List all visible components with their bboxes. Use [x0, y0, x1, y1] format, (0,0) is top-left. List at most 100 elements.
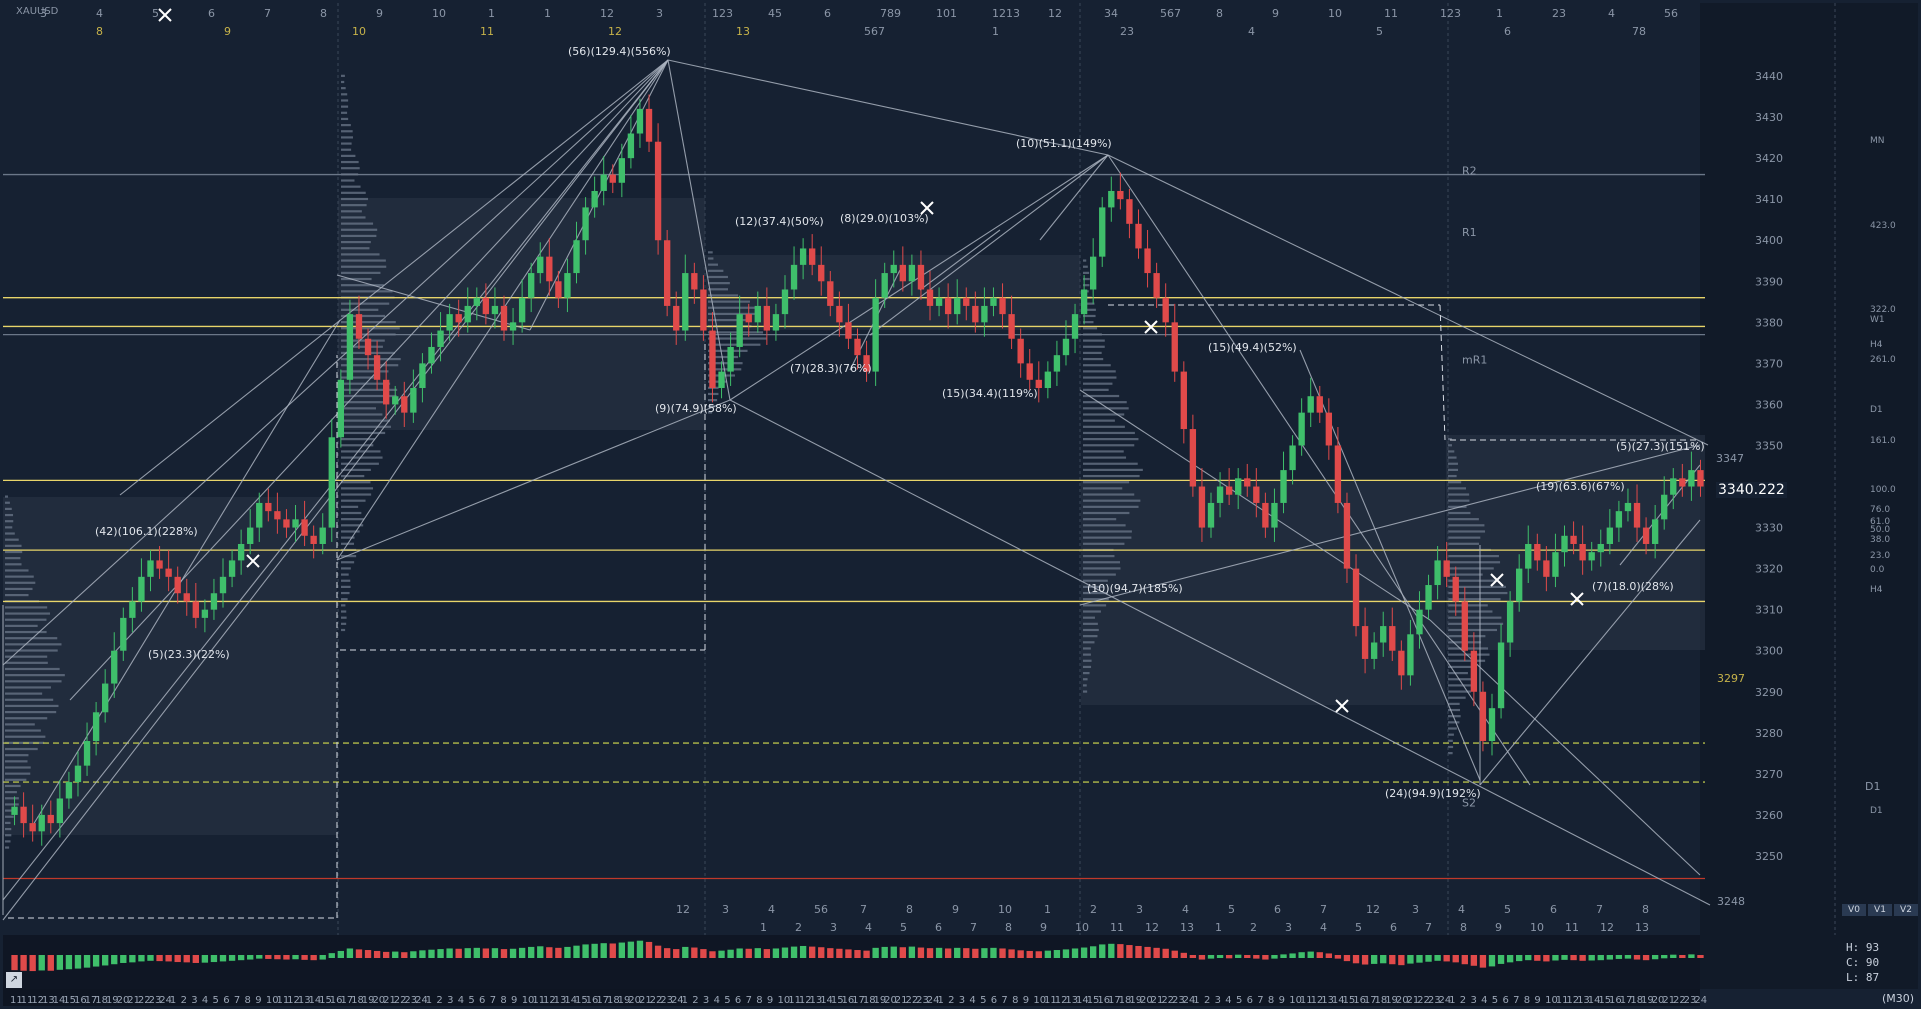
time-tick: 22 [905, 995, 918, 1006]
time-tick: 18 [95, 995, 108, 1006]
profile-bar [708, 306, 758, 309]
v0-button[interactable]: V0 [1842, 904, 1866, 916]
profile-bar [1448, 524, 1485, 527]
count-top: 789 [880, 7, 901, 20]
profile-bar [5, 606, 48, 609]
count-top-2: 4 [1248, 25, 1255, 38]
time-tick: 17 [340, 995, 353, 1006]
candle-body [328, 437, 335, 528]
count-top-2: 12 [608, 25, 622, 38]
count-bottom: 12 [1366, 903, 1380, 916]
profile-bar [1083, 628, 1099, 632]
osc-bar [455, 948, 462, 958]
count-top-2: 9 [224, 25, 231, 38]
osc-bar [265, 955, 272, 959]
time-tick: 24 [1438, 995, 1451, 1006]
osc-bar [120, 955, 127, 963]
candle-body [138, 576, 145, 602]
count-bottom-2: 1 [1215, 921, 1222, 934]
candle-body [473, 297, 480, 306]
trend-line [1079, 444, 1701, 606]
osc-bar [1117, 944, 1124, 958]
profile-bar [708, 282, 730, 285]
osc-bar [981, 948, 988, 958]
profile-bar [1083, 635, 1098, 638]
profile-bar [1083, 567, 1121, 570]
osc-bar [799, 945, 807, 958]
osc-bar [1280, 954, 1287, 958]
osc-bar [1225, 955, 1233, 959]
osc-bar [29, 955, 36, 972]
profile-bar [1448, 493, 1470, 496]
osc-bar [437, 949, 444, 958]
v2-button[interactable]: V2 [1894, 904, 1918, 916]
osc-bar [1633, 955, 1641, 960]
osc-bar [509, 948, 517, 958]
osc-bar [899, 947, 906, 958]
time-tick: 6 [1247, 995, 1253, 1006]
osc-bar [419, 950, 426, 958]
count-bottom: 7 [1596, 903, 1603, 916]
candle-body [1688, 470, 1695, 487]
osc-bar [446, 948, 453, 958]
profile-bar [1083, 524, 1126, 527]
time-tick: 18 [1630, 995, 1643, 1006]
osc-bar [990, 947, 997, 958]
candle-body [283, 519, 290, 528]
candle-body [673, 305, 680, 331]
osc-bar [1253, 955, 1260, 959]
profile-bar [5, 772, 31, 775]
time-tick: 5 [980, 995, 986, 1006]
time-tick: 10 [522, 995, 535, 1006]
price-tick: 3320 [1755, 563, 1783, 576]
profile-bar [1448, 511, 1471, 515]
corner-toggle-button[interactable]: ↗ [6, 972, 22, 988]
time-tick: 17 [1620, 995, 1633, 1006]
time-tick: 14 [1332, 995, 1345, 1006]
profile-bar [5, 655, 48, 658]
profile-bar [1448, 702, 1460, 705]
profile-bar [1448, 671, 1468, 675]
osc-bar [165, 955, 172, 962]
profile-bar [1083, 659, 1092, 662]
price-axis-ticks: 3250 3260 3270 3280 3290 3300 3310 3320 3330 3340… [1462, 70, 1896, 908]
time-tick: 7 [1513, 995, 1519, 1006]
profile-bar [341, 530, 360, 533]
candle-body [491, 305, 499, 315]
time-tick: 19 [1129, 995, 1142, 1006]
candle-body [972, 305, 979, 323]
osc-bar [491, 948, 499, 958]
profile-bar [1448, 450, 1455, 453]
candle-body [437, 330, 444, 347]
osc-bar [1325, 953, 1333, 958]
candle-body [1071, 314, 1079, 339]
profile-bar [5, 587, 33, 591]
time-tick: 10 [1033, 995, 1046, 1006]
time-tick: 2 [948, 995, 954, 1006]
profile-bar [1448, 721, 1460, 724]
v1-button[interactable]: V1 [1868, 904, 1892, 916]
osc-bar [573, 945, 580, 958]
osc-bar [1343, 955, 1351, 962]
count-top: 56 [1664, 7, 1678, 20]
profile-bar [1083, 653, 1091, 656]
candle-body [1434, 560, 1441, 586]
profile-bar [1083, 511, 1130, 515]
osc-bar [228, 955, 236, 961]
profile-bar [1448, 616, 1502, 619]
time-tick: 11 [10, 995, 23, 1006]
time-tick: 9 [1023, 995, 1029, 1006]
osc-bar [935, 947, 943, 958]
fib-label: 23.0 [1870, 551, 1890, 561]
count-bottom-2: 9 [1040, 921, 1047, 934]
fib-label: 76.0 [1870, 505, 1890, 515]
trend-line [336, 274, 531, 331]
trend-line [919, 229, 1001, 291]
time-tick: 20 [628, 995, 641, 1006]
profile-bar [5, 797, 19, 800]
candle-body [1697, 470, 1704, 487]
time-tick: 15 [831, 995, 844, 1006]
osc-bar [1071, 948, 1079, 958]
